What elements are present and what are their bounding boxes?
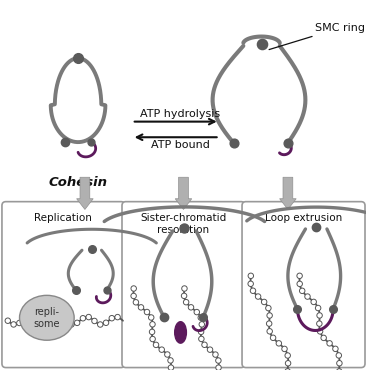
Circle shape	[34, 318, 39, 324]
Circle shape	[74, 320, 80, 326]
Circle shape	[276, 340, 282, 346]
Circle shape	[194, 309, 200, 315]
Circle shape	[207, 347, 213, 352]
Circle shape	[16, 320, 22, 326]
Circle shape	[98, 322, 103, 327]
Text: Sister-chromatid
resolution: Sister-chromatid resolution	[140, 213, 226, 235]
FancyBboxPatch shape	[2, 202, 125, 368]
Circle shape	[216, 365, 221, 370]
Circle shape	[188, 304, 194, 310]
Circle shape	[282, 346, 287, 352]
Circle shape	[315, 305, 321, 311]
Circle shape	[153, 342, 159, 348]
Circle shape	[297, 281, 303, 286]
Circle shape	[5, 318, 10, 324]
Circle shape	[248, 281, 254, 286]
Circle shape	[168, 365, 174, 370]
Circle shape	[198, 315, 204, 320]
Circle shape	[333, 346, 338, 352]
FancyArrow shape	[76, 177, 93, 210]
Circle shape	[40, 322, 45, 327]
Circle shape	[202, 342, 207, 348]
Circle shape	[131, 293, 136, 298]
Circle shape	[86, 314, 92, 320]
Circle shape	[57, 314, 63, 320]
Circle shape	[300, 288, 305, 294]
Ellipse shape	[175, 322, 186, 343]
FancyBboxPatch shape	[242, 202, 365, 368]
Circle shape	[270, 335, 276, 340]
FancyArrow shape	[280, 177, 296, 210]
Circle shape	[266, 321, 272, 326]
Circle shape	[213, 352, 218, 357]
Circle shape	[255, 294, 261, 299]
Circle shape	[45, 320, 51, 326]
Text: SMC ring: SMC ring	[269, 23, 365, 50]
Circle shape	[216, 358, 221, 363]
Circle shape	[131, 286, 136, 291]
Circle shape	[11, 322, 16, 327]
Circle shape	[150, 322, 155, 327]
Circle shape	[138, 304, 144, 310]
Circle shape	[165, 352, 170, 357]
FancyBboxPatch shape	[122, 202, 245, 368]
Circle shape	[266, 305, 271, 311]
Circle shape	[327, 340, 332, 346]
Circle shape	[267, 328, 272, 334]
Circle shape	[311, 299, 316, 304]
Circle shape	[148, 315, 154, 320]
Text: repli-
some: repli- some	[34, 307, 60, 328]
Circle shape	[182, 286, 187, 291]
Text: Cohesin: Cohesin	[49, 176, 108, 189]
Text: Loop extrusion: Loop extrusion	[265, 213, 342, 223]
Circle shape	[317, 328, 323, 334]
Circle shape	[285, 353, 290, 358]
Circle shape	[109, 315, 114, 321]
Circle shape	[336, 352, 342, 358]
Circle shape	[250, 288, 256, 294]
Text: ATP hydrolysis: ATP hydrolysis	[141, 109, 220, 119]
Text: Replication: Replication	[34, 213, 92, 223]
Circle shape	[316, 321, 322, 326]
Circle shape	[150, 336, 155, 342]
Circle shape	[199, 336, 204, 342]
Circle shape	[267, 313, 272, 318]
Circle shape	[199, 322, 204, 327]
Circle shape	[248, 273, 254, 279]
FancyArrow shape	[175, 177, 192, 210]
Circle shape	[198, 329, 204, 334]
Circle shape	[297, 273, 302, 279]
Circle shape	[215, 372, 220, 375]
Circle shape	[149, 329, 155, 334]
Circle shape	[92, 318, 97, 324]
Circle shape	[133, 300, 139, 305]
Circle shape	[168, 372, 173, 375]
Circle shape	[285, 360, 291, 366]
Circle shape	[305, 294, 310, 299]
Text: ATP bound: ATP bound	[151, 140, 210, 150]
Circle shape	[261, 299, 267, 305]
Circle shape	[63, 318, 68, 324]
Circle shape	[159, 347, 165, 352]
Circle shape	[69, 322, 74, 327]
Circle shape	[103, 320, 109, 326]
Circle shape	[22, 316, 28, 321]
Circle shape	[168, 358, 173, 363]
Circle shape	[28, 314, 34, 320]
Circle shape	[336, 369, 342, 374]
Circle shape	[337, 360, 342, 366]
Circle shape	[144, 309, 150, 315]
Circle shape	[321, 335, 326, 340]
Ellipse shape	[20, 296, 74, 340]
Circle shape	[317, 313, 322, 318]
Circle shape	[51, 316, 57, 321]
Circle shape	[182, 293, 187, 298]
Circle shape	[80, 315, 86, 321]
Circle shape	[115, 314, 120, 320]
Circle shape	[183, 300, 189, 305]
Circle shape	[285, 369, 290, 374]
